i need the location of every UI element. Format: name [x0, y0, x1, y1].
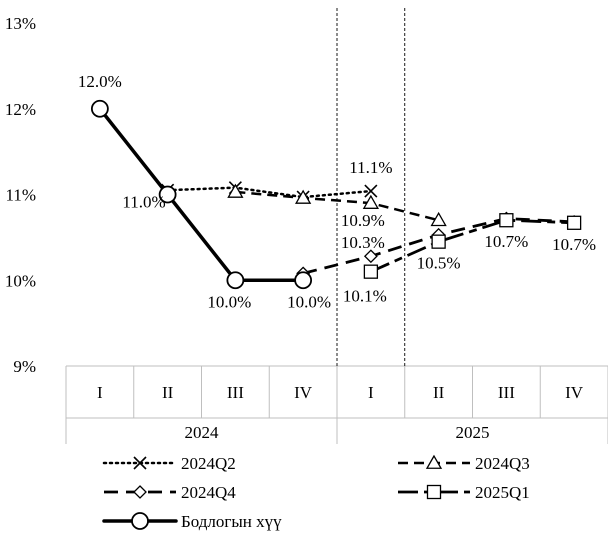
x-tick-label: I: [368, 383, 374, 402]
data-label: 10.5%: [417, 254, 461, 273]
data-label: 12.0%: [78, 72, 122, 91]
x-tick-label: II: [433, 383, 445, 402]
series-group: [90, 99, 582, 290]
y-tick-label: 10%: [5, 271, 36, 290]
y-tick-label: 12%: [5, 100, 36, 119]
legend: 2024Q2 2024Q3 2024Q4 2025Q1 Бодлогын хүү: [102, 454, 530, 531]
series-point: [363, 264, 379, 279]
series-point: [362, 194, 379, 209]
data-labels: 12.0% 11.0% 10.0% 10.0% 11.1% 10.9% 10.3% 10.1%…: [78, 72, 596, 312]
series-point: [364, 184, 378, 198]
legend-item: 2025Q1: [398, 483, 530, 502]
series-2024q3: [227, 183, 447, 227]
legend-swatch-marker: [425, 454, 443, 469]
data-label: 11.1%: [349, 158, 392, 177]
data-label: 10.0%: [287, 292, 331, 311]
legend-item: 2024Q3: [398, 454, 530, 473]
series-line: [166, 186, 373, 199]
data-label: 10.7%: [552, 235, 596, 254]
series-2025q1: [363, 213, 582, 279]
series-2024q2: [161, 181, 378, 204]
series-point: [294, 271, 313, 290]
legend-label: 2024Q3: [475, 454, 530, 473]
series-point: [227, 183, 244, 198]
series-point: [158, 185, 177, 204]
legend-swatch-marker: [426, 484, 442, 500]
marker-stroke: [364, 184, 378, 198]
series-point: [295, 189, 312, 204]
series-point: [566, 215, 582, 230]
series-point: [226, 271, 245, 290]
y-tick-label: 11%: [5, 186, 36, 205]
data-label: 11.0%: [122, 193, 165, 212]
data-label: 10.7%: [484, 232, 528, 251]
y-tick-label: 13%: [5, 14, 36, 33]
x-tick-label: III: [498, 383, 515, 402]
data-label: 10.0%: [207, 292, 251, 311]
series-line: [235, 190, 439, 222]
y-tick-label: 9%: [13, 357, 36, 376]
legend-label: 2024Q4: [181, 483, 236, 502]
series-point: [499, 213, 514, 228]
legend-item: 2024Q2: [102, 454, 236, 473]
x-tick-label: II: [162, 383, 174, 402]
legend-label: 2024Q2: [181, 454, 236, 473]
series-point: [430, 211, 447, 227]
year-group-label: 2024: [185, 423, 220, 442]
legend-label: Бодлогын хүү: [181, 512, 282, 531]
year-group-label: 2025: [456, 423, 490, 442]
legend-label: 2025Q1: [475, 483, 530, 502]
data-label: 10.3%: [341, 233, 385, 252]
legend-swatch-marker: [131, 512, 149, 530]
data-label: 10.1%: [343, 287, 387, 306]
data-label: 10.9%: [341, 211, 385, 230]
x-tick-label: I: [97, 383, 103, 402]
x-tick-label: III: [227, 383, 244, 402]
series-point: [431, 234, 446, 249]
legend-item: 2024Q4: [104, 483, 236, 502]
series-point: [363, 249, 378, 264]
series-point: [90, 99, 109, 118]
legend-swatch-marker: [133, 456, 147, 470]
series-line: [98, 107, 305, 282]
x-tick-label: IV: [565, 383, 584, 402]
legend-item: Бодлогын хүү: [102, 512, 282, 531]
x-tick-label: IV: [294, 383, 313, 402]
series-бодлогын-хүү: [90, 99, 313, 290]
marker-stroke: [133, 456, 147, 470]
legend-swatch-marker: [133, 485, 147, 499]
series-line: [370, 218, 575, 273]
